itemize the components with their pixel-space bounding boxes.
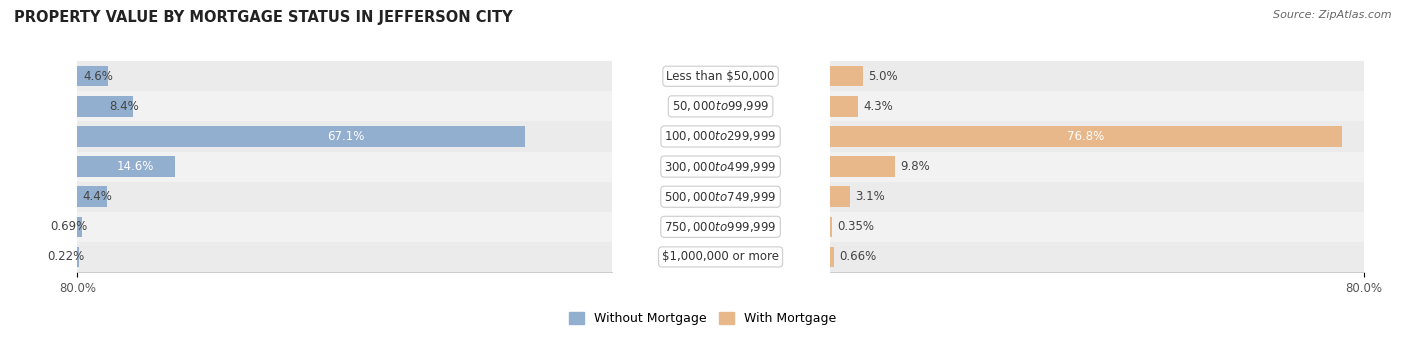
Text: $300,000 to $499,999: $300,000 to $499,999 — [665, 159, 776, 174]
Bar — [830, 121, 1364, 152]
Bar — [830, 96, 858, 117]
Bar — [830, 212, 1364, 242]
Bar — [830, 247, 834, 267]
Bar — [830, 182, 1364, 212]
Bar — [77, 126, 526, 147]
Bar — [830, 91, 1364, 121]
Text: Less than $50,000: Less than $50,000 — [666, 70, 775, 83]
Text: 4.4%: 4.4% — [82, 190, 112, 203]
Text: $100,000 to $299,999: $100,000 to $299,999 — [665, 130, 776, 143]
Bar — [77, 186, 107, 207]
Bar — [830, 126, 1343, 147]
Text: 0.69%: 0.69% — [51, 220, 87, 233]
Bar — [77, 182, 612, 212]
Bar — [77, 217, 82, 237]
Text: 8.4%: 8.4% — [110, 100, 139, 113]
Text: 3.1%: 3.1% — [856, 190, 886, 203]
Text: $750,000 to $999,999: $750,000 to $999,999 — [665, 220, 776, 234]
Bar — [77, 156, 174, 177]
Legend: Without Mortgage, With Mortgage: Without Mortgage, With Mortgage — [564, 307, 842, 330]
Bar — [77, 121, 612, 152]
Text: $1,000,000 or more: $1,000,000 or more — [662, 251, 779, 264]
Bar — [77, 242, 612, 272]
Bar — [77, 61, 612, 91]
Text: 0.35%: 0.35% — [837, 220, 875, 233]
Text: 76.8%: 76.8% — [1067, 130, 1105, 143]
Text: PROPERTY VALUE BY MORTGAGE STATUS IN JEFFERSON CITY: PROPERTY VALUE BY MORTGAGE STATUS IN JEF… — [14, 10, 513, 25]
Text: 0.22%: 0.22% — [46, 251, 84, 264]
Bar — [77, 152, 612, 182]
Text: $50,000 to $99,999: $50,000 to $99,999 — [672, 99, 769, 113]
Bar — [77, 66, 108, 86]
Text: 4.6%: 4.6% — [83, 70, 114, 83]
Text: 0.66%: 0.66% — [839, 251, 876, 264]
Bar — [77, 247, 79, 267]
Bar — [77, 91, 612, 121]
Bar — [830, 152, 1364, 182]
Bar — [830, 217, 832, 237]
Text: 67.1%: 67.1% — [328, 130, 366, 143]
Bar — [77, 96, 134, 117]
Text: $500,000 to $749,999: $500,000 to $749,999 — [665, 190, 776, 204]
Text: 14.6%: 14.6% — [117, 160, 155, 173]
Text: Source: ZipAtlas.com: Source: ZipAtlas.com — [1274, 10, 1392, 20]
Text: 5.0%: 5.0% — [869, 70, 898, 83]
Text: 9.8%: 9.8% — [900, 160, 931, 173]
Bar — [830, 242, 1364, 272]
Bar — [830, 66, 863, 86]
Bar — [830, 186, 851, 207]
Bar — [830, 156, 896, 177]
Bar — [77, 212, 612, 242]
Text: 4.3%: 4.3% — [863, 100, 893, 113]
Bar — [830, 61, 1364, 91]
